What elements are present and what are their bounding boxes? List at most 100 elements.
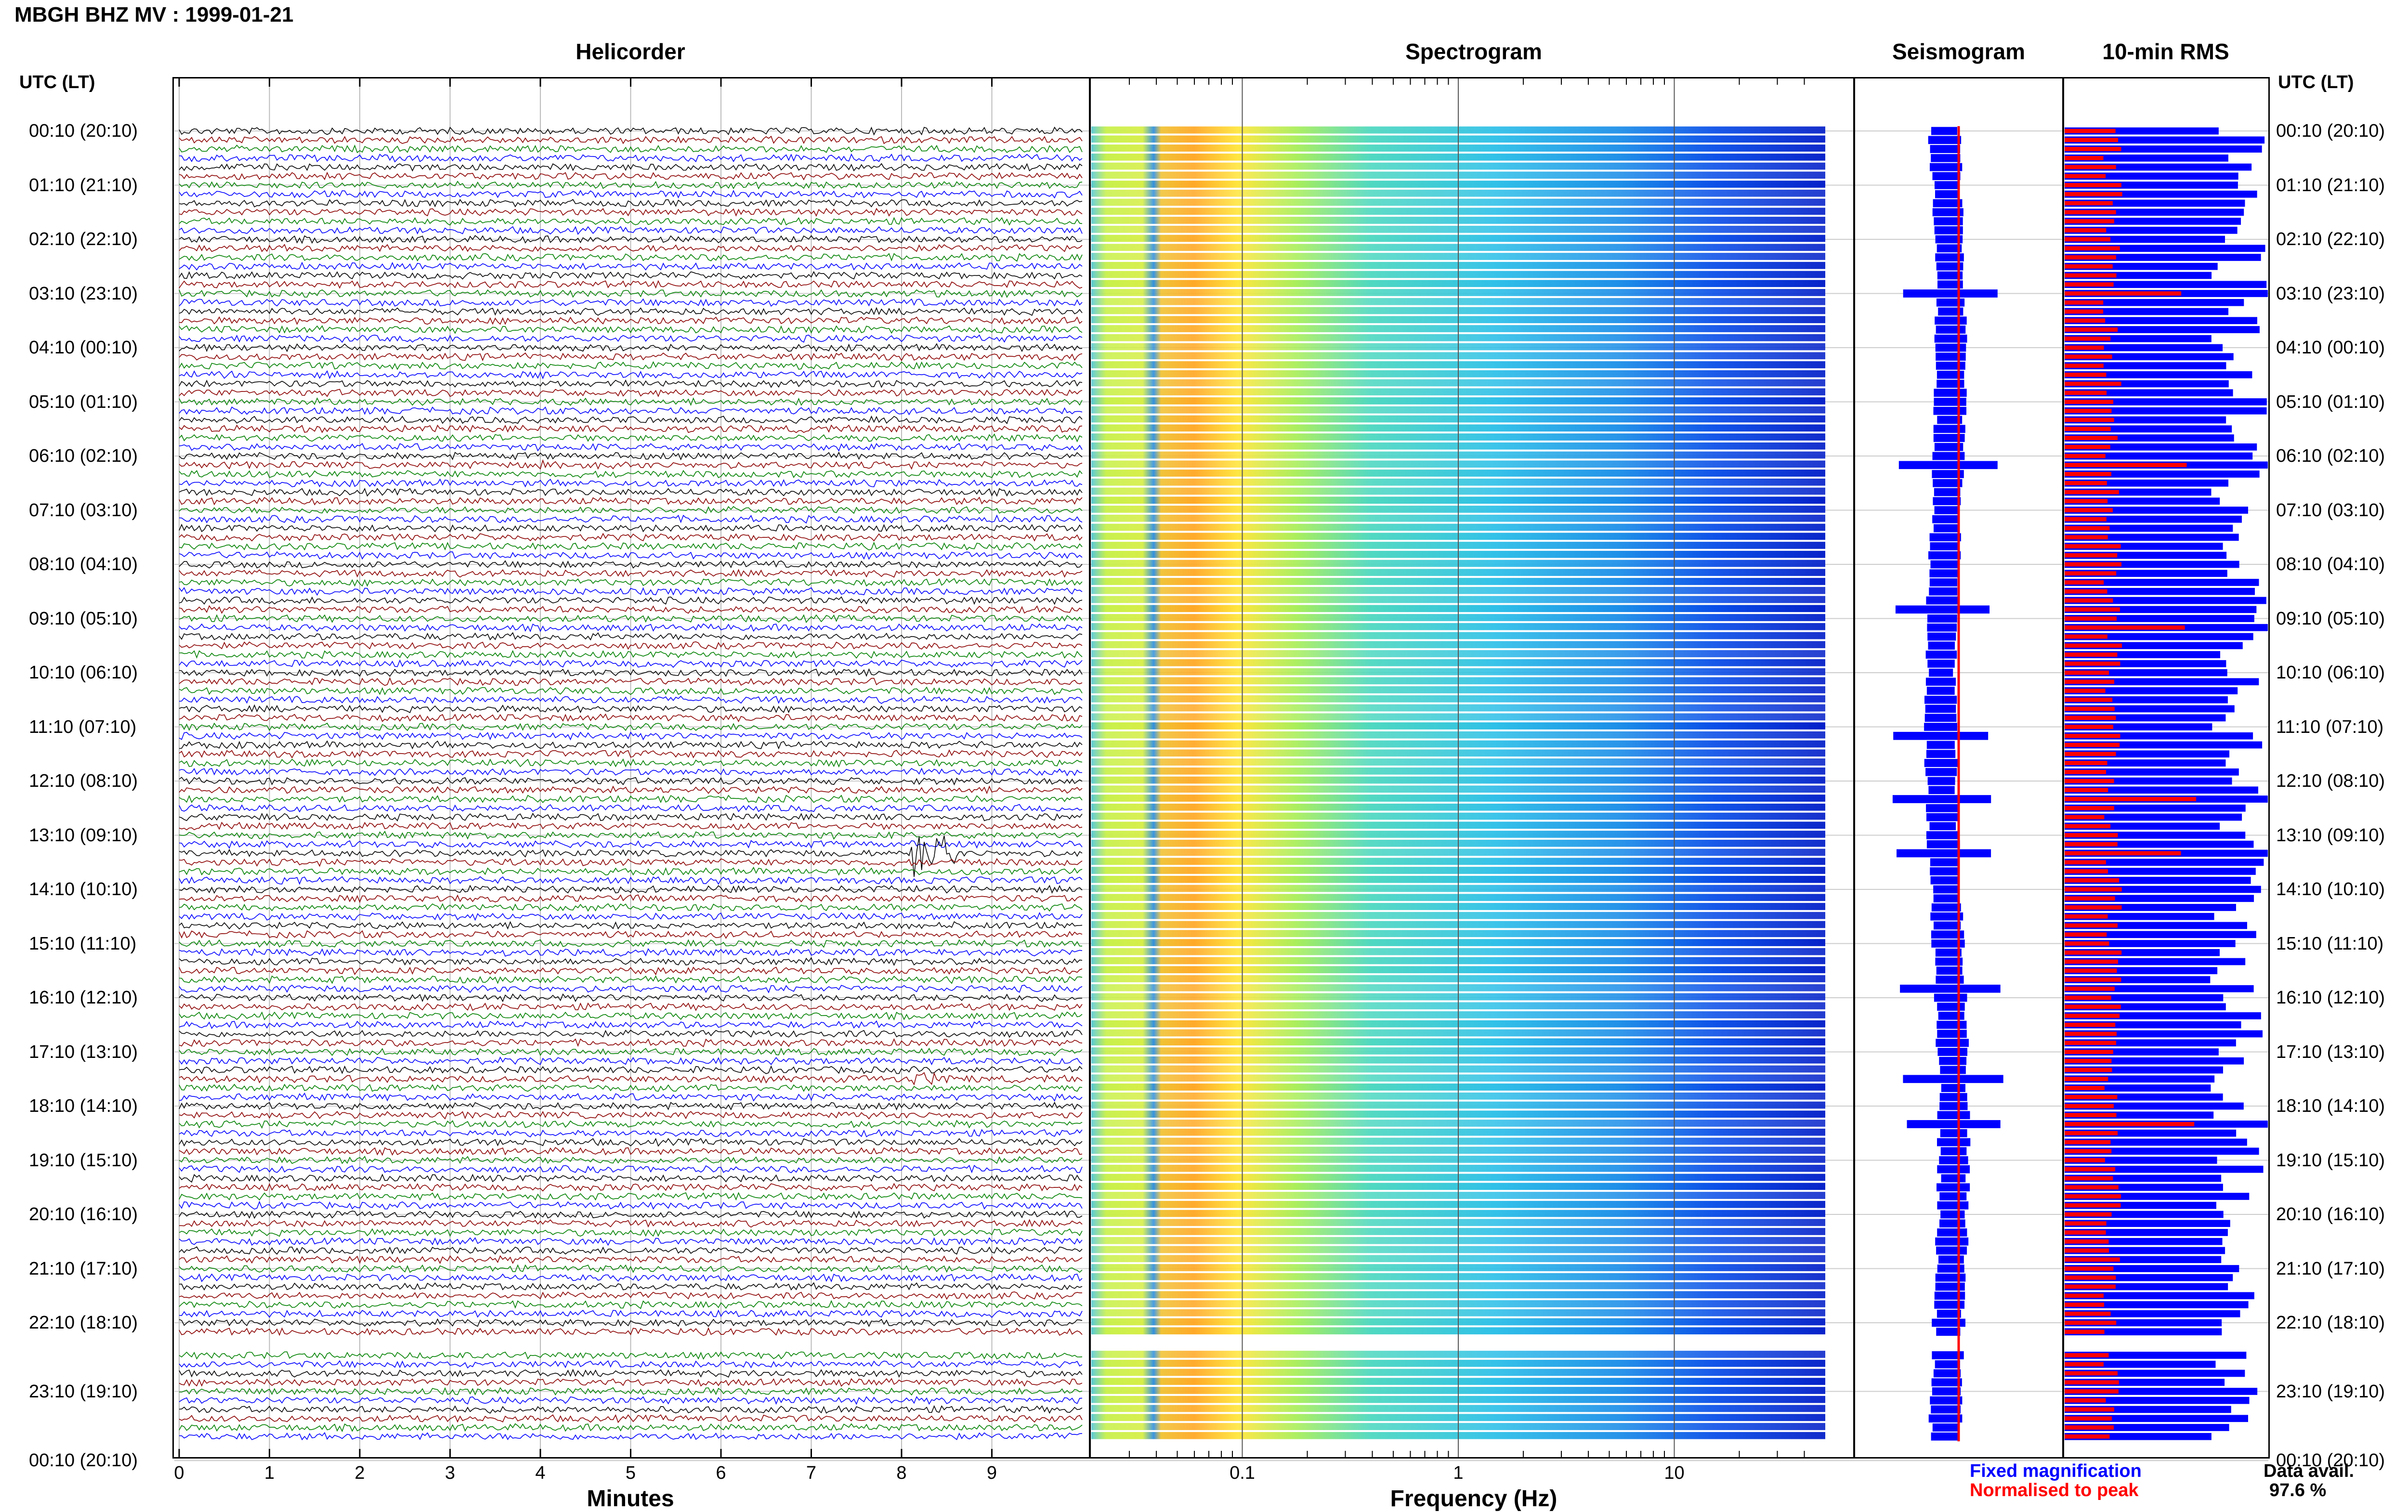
rms-normalised-bar [2065,679,2114,684]
helicorder-trace [179,316,1083,325]
rms-normalised-bar [2065,761,2107,765]
rms-normalised-bar [2065,1330,2105,1334]
rms-normalised-bar [2065,336,2111,341]
seismogram-frame [1854,77,2064,1459]
rms-fixed-bar [2065,470,2260,478]
helicorder-trace [179,930,1083,939]
rms-normalised-bar [2065,932,2107,937]
rms-fixed-bar [2065,452,2253,460]
rms-normalised-bar [2065,815,2105,820]
helicorder-trace [179,1228,1083,1237]
rms-normalised-bar [2065,472,2111,476]
rms-normalised-bar [2065,535,2108,540]
row-label-left: 08:10 (04:10) [29,554,138,574]
rms-normalised-bar [2065,1416,2112,1421]
helicorder-trace [179,171,1083,181]
row-label-right: 03:10 (23:10) [2276,283,2385,304]
helicorder-trace [179,541,1083,551]
rms-fixed-bar [2065,389,2233,397]
rms-normalised-bar [2065,1303,2105,1307]
row-label-right: 08:10 (04:10) [2276,554,2385,574]
rms-normalised-bar [2065,1266,2114,1271]
row-label-left: 16:10 (12:10) [29,988,138,1008]
row-label-left: 04:10 (00:10) [29,338,138,358]
rms-normalised-bar [2065,914,2108,919]
row-label-right: 11:10 (07:10) [2276,717,2384,737]
rms-fixed-bar [2065,868,2256,875]
helicorder-trace [179,1219,1083,1228]
rms-normalised-bar [2065,959,2118,964]
rms-normalised-bar [2065,733,2120,738]
minute-tick-label: 4 [535,1463,546,1483]
helicorder-trace [179,451,1083,461]
helicorder-trace [179,1192,1083,1201]
rms-normalised-bar [2065,643,2122,648]
frequency-tick-label: 1 [1453,1463,1464,1483]
helicorder-trace [179,650,1083,659]
row-label-left: 00:10 (20:10) [29,1450,138,1471]
helicorder-trace [179,261,1083,271]
row-label-left: 23:10 (19:10) [29,1381,138,1402]
row-label-right: 19:10 (15:10) [2276,1150,2385,1171]
rms-fixed-bar [2065,308,2229,315]
rms-normalised-bar [2065,607,2120,612]
helicorder-trace [179,253,1083,262]
rms-normalised-bar [2065,1407,2114,1412]
rms-normalised-bar [2065,147,2121,151]
row-label-left: 09:10 (05:10) [29,608,138,629]
rms-normalised-bar [2065,1031,2117,1036]
helicorder-trace [179,777,1083,786]
rms-normalised-bar [2065,481,2107,485]
helicorder-trace [179,514,1083,524]
rms-title: 10-min RMS [2102,39,2229,64]
legend-fixed-magnification: Fixed magnification [1970,1461,2142,1481]
rms-normalised-bar [2065,1203,2121,1208]
helicorder-trace [179,713,1083,722]
helicorder-trace [179,1002,1083,1011]
helicorder-trace [179,876,1083,885]
rms-fixed-bar [2065,687,2238,694]
helicorder-frame [172,77,1090,1459]
rms-normalised-bar [2065,571,2117,576]
rms-normalised-bar [2065,1158,2105,1162]
rms-normalised-bar [2065,689,2106,693]
row-label-right: 12:10 (08:10) [2276,771,2385,791]
rms-normalised-bar [2065,986,2115,991]
row-label-left: 22:10 (18:10) [29,1313,138,1333]
helicorder-trace [179,1300,1083,1309]
rms-normalised-bar [2065,598,2113,603]
helicorder-trace [179,975,1083,984]
helicorder-trace [179,126,1083,136]
row-label-left: 03:10 (23:10) [29,283,138,304]
rms-fixed-bar [2065,226,2238,234]
rms-normalised-bar [2065,508,2113,512]
rms-normalised-bar [2065,408,2112,413]
helicorder-trace [179,280,1083,289]
row-label-right: 22:10 (18:10) [2276,1313,2385,1333]
rms-fixed-bar [2065,1147,2259,1155]
rms-normalised-bar [2065,995,2111,1000]
row-label-left: 13:10 (09:10) [29,825,138,846]
utc-label-left: UTC (LT) [19,72,95,92]
helicorder-trace [179,244,1083,252]
helicorder-trace [179,1072,1083,1086]
row-label-left: 11:10 (07:10) [29,717,137,737]
rms-normalised-bar [2065,978,2121,982]
rms-bars [2065,127,2268,1440]
rms-normalised-bar [2065,562,2121,567]
helicorder-trace [179,885,1083,894]
rms-normalised-bar [2065,1230,2106,1235]
helicorder-trace [179,984,1083,993]
rms-fixed-bar [2065,443,2257,451]
helicorder-trace [179,966,1083,976]
helicorder-trace [179,632,1083,641]
rms-fixed-bar [2065,786,2258,794]
helicorder-trace [179,1173,1083,1183]
helicorder-trace [179,858,1083,867]
row-label-right: 16:10 (12:10) [2276,988,2385,1008]
helicorder-trace [179,1138,1083,1147]
helicorder-trace [179,1273,1083,1283]
helicorder-trace [179,749,1083,759]
helicorder-trace [179,993,1083,1003]
rms-fixed-bar [2065,587,2255,595]
